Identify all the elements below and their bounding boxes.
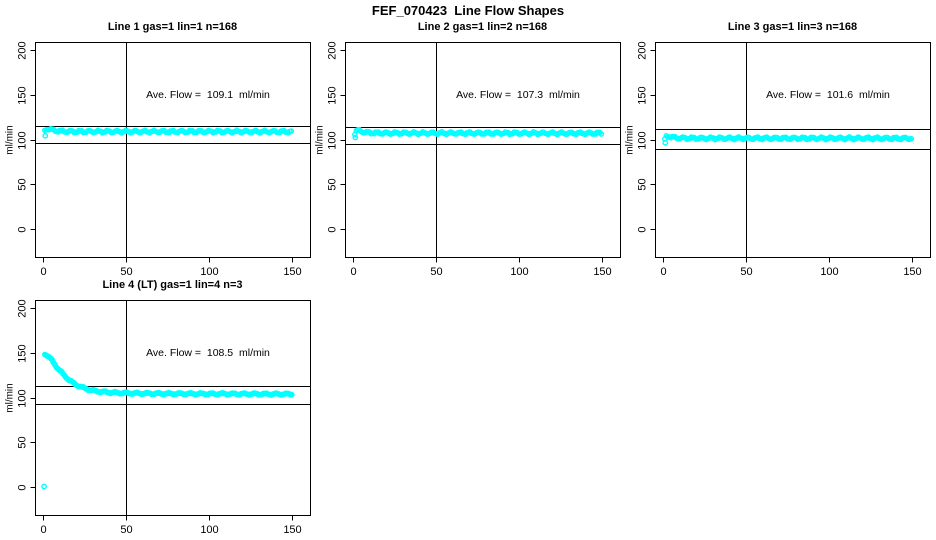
x-axis: 0 50 100 150 [40, 515, 302, 536]
y-axis-label: ml/min [624, 125, 636, 155]
x-tick-label: 0 [40, 524, 46, 536]
data-point [288, 391, 295, 398]
y-axis: 0 50 100 150 200 [327, 41, 346, 233]
data-points [42, 126, 295, 139]
subplot-line-3: 0 50 100 150 0 50 100 150 200 Line 3 gas=1 lin=3… [625, 21, 931, 278]
y-tick-label: 150 [17, 344, 29, 362]
x-tick-label: 150 [903, 266, 921, 278]
x-axis: 0 50 100 150 [660, 257, 922, 278]
x-tick-label: 100 [200, 266, 218, 278]
plot-frame [35, 42, 311, 258]
x-tick-label: 50 [120, 524, 132, 536]
x-axis: 0 50 100 150 [40, 257, 302, 278]
x-tick-label: 50 [740, 266, 752, 278]
x-tick-label: 150 [593, 266, 611, 278]
y-axis-label: ml/min [4, 125, 16, 155]
x-tick-label: 100 [510, 266, 528, 278]
subplot-title: Line 4 (LT) gas=1 lin=4 n=3 [102, 279, 243, 291]
subplot-line-1: 0 50 100 150 0 50 100 150 200 Line 1 gas=1 lin=1… [5, 21, 311, 278]
figure-title: FEF_070423 Line Flow Shapes [371, 3, 565, 18]
plot-area: 0 50 100 150 0 50 100 150 200 [17, 41, 311, 278]
subplot-title: Line 2 gas=1 lin=2 n=168 [417, 21, 548, 33]
data-points [662, 133, 915, 146]
y-axis: 0 50 100 150 200 [17, 299, 36, 491]
y-tick-label: 50 [17, 178, 29, 190]
data-point [288, 128, 295, 134]
reference-lines [35, 300, 311, 516]
y-tick-label: 0 [17, 226, 29, 232]
subplot-line-2: 0 50 100 150 0 50 100 150 200 Line 2 gas=1 lin=2… [315, 21, 621, 278]
y-tick-label: 100 [17, 131, 29, 149]
y-axis: 0 50 100 150 200 [17, 41, 36, 233]
y-tick-label: 100 [637, 131, 649, 149]
y-tick-label: 200 [17, 41, 29, 59]
y-tick-label: 50 [17, 436, 29, 448]
plot-area: 0 50 100 150 0 50 100 150 200 [17, 299, 311, 536]
reference-lines [35, 42, 311, 258]
y-tick-label: 0 [17, 484, 29, 490]
y-tick-label: 200 [637, 41, 649, 59]
x-tick-label: 0 [40, 266, 46, 278]
y-tick-label: 50 [637, 178, 649, 190]
data-points [41, 351, 295, 490]
subplot-title: Line 1 gas=1 lin=1 n=168 [107, 21, 238, 33]
x-tick-label: 50 [120, 266, 132, 278]
outlier-point [41, 483, 47, 490]
x-tick-label: 100 [820, 266, 838, 278]
y-tick-label: 100 [17, 389, 29, 407]
y-tick-label: 150 [637, 86, 649, 104]
plot-area: 0 50 100 150 0 50 100 150 200 [327, 41, 621, 278]
reference-lines [655, 42, 931, 258]
y-axis-label: ml/min [314, 125, 326, 155]
y-tick-label: 100 [327, 131, 339, 149]
y-tick-label: 0 [637, 226, 649, 232]
x-tick-label: 50 [430, 266, 442, 278]
y-tick-label: 200 [17, 299, 29, 317]
x-tick-label: 100 [200, 524, 218, 536]
y-axis: 0 50 100 150 200 [637, 41, 656, 233]
data-point [598, 131, 605, 137]
plot-frame [345, 42, 621, 258]
y-tick-label: 150 [17, 86, 29, 104]
y-tick-label: 200 [327, 41, 339, 59]
ave-flow-annotation: Ave. Flow = 108.5 ml/min [146, 347, 270, 359]
outlier-point [662, 139, 669, 146]
x-tick-label: 0 [660, 266, 666, 278]
data-points [352, 126, 605, 141]
ave-flow-annotation: Ave. Flow = 101.6 ml/min [766, 89, 890, 101]
subplot-title: Line 3 gas=1 lin=3 n=168 [727, 21, 858, 33]
x-axis: 0 50 100 150 [350, 257, 612, 278]
data-point [908, 135, 915, 142]
ave-flow-annotation: Ave. Flow = 107.3 ml/min [456, 89, 580, 101]
plot-frame [35, 300, 311, 516]
y-tick-label: 0 [327, 226, 339, 232]
ave-flow-annotation: Ave. Flow = 109.1 ml/min [146, 89, 270, 101]
y-axis-label: ml/min [4, 383, 16, 413]
outlier-point [42, 132, 49, 139]
x-tick-label: 0 [350, 266, 356, 278]
x-tick-label: 150 [283, 266, 301, 278]
subplot-line-4: 0 50 100 150 0 50 100 150 200 Line 4 (LT) gas=1 … [5, 279, 311, 536]
y-tick-label: 50 [327, 178, 339, 190]
plot-area: 0 50 100 150 0 50 100 150 200 [637, 41, 931, 278]
y-tick-label: 150 [327, 86, 339, 104]
outlier-point [352, 134, 359, 141]
x-tick-label: 150 [283, 524, 301, 536]
reference-lines [345, 42, 621, 258]
